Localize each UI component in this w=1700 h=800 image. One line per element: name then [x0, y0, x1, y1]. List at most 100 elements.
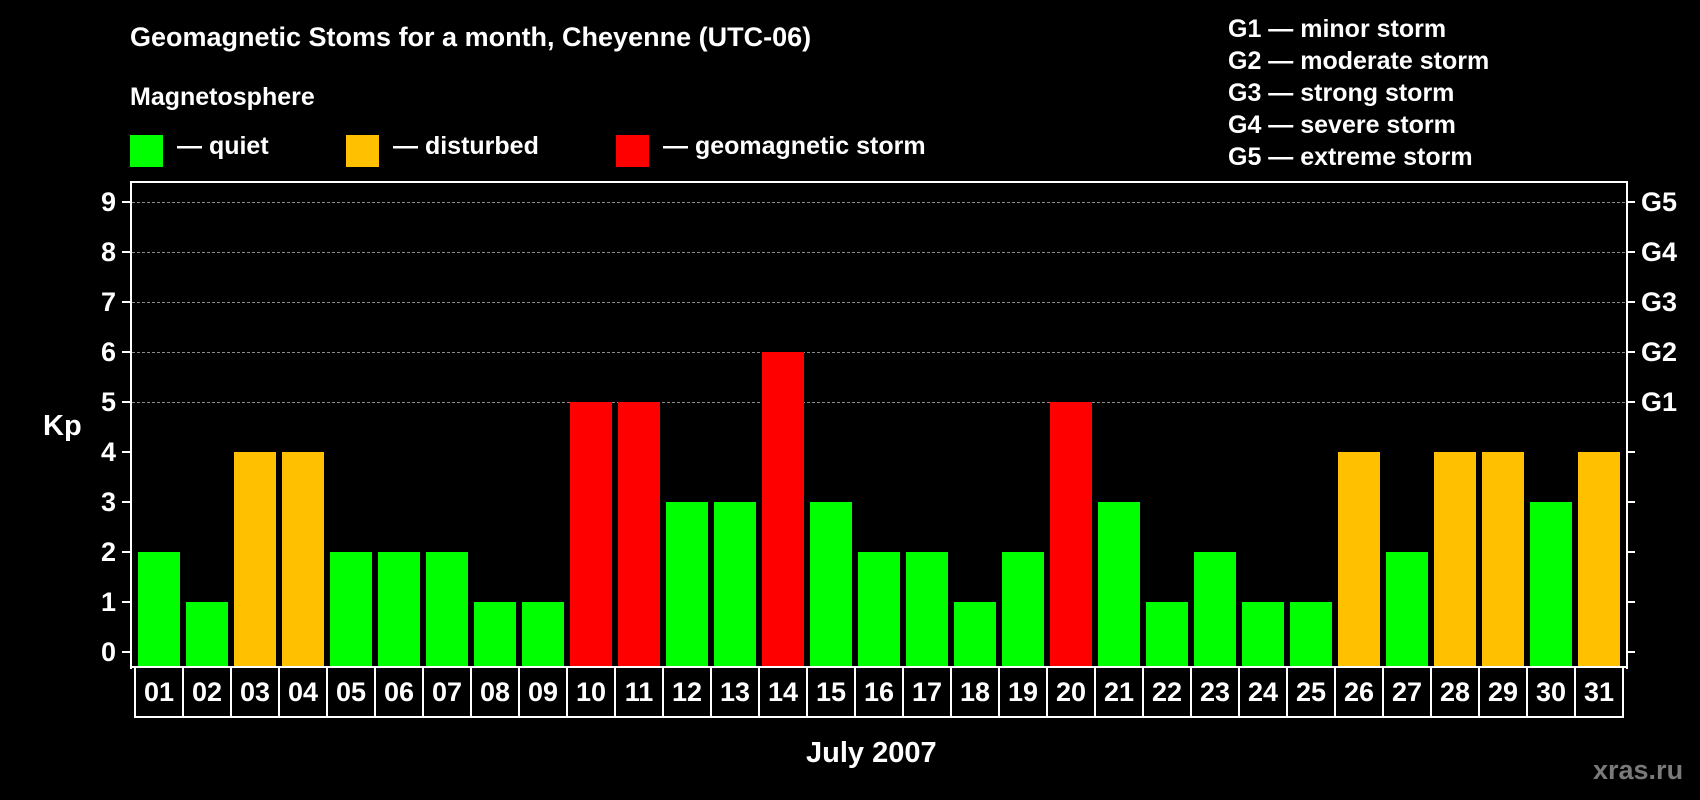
- bar-day-30: [1530, 502, 1572, 667]
- x-tick-label: 02: [184, 668, 232, 716]
- bar-day-03: [234, 452, 276, 667]
- right-tick: [1626, 601, 1635, 603]
- gridline-8: [132, 252, 1625, 253]
- right-tick: [1626, 501, 1635, 503]
- x-tick-label: 20: [1048, 668, 1096, 716]
- y-tick: [122, 201, 131, 203]
- y-tick: [122, 501, 131, 503]
- right-tick: [1626, 401, 1635, 403]
- bar-day-11: [618, 402, 660, 667]
- y-tick: [122, 401, 131, 403]
- bar-day-14: [762, 352, 804, 667]
- x-tick-label: 10: [568, 668, 616, 716]
- bar-day-07: [426, 552, 468, 667]
- bar-day-23: [1194, 552, 1236, 667]
- x-tick-label: 03: [232, 668, 280, 716]
- gridline-6: [132, 352, 1625, 353]
- bar-day-31: [1578, 452, 1620, 667]
- y-tick: [122, 351, 131, 353]
- x-tick-label: 11: [616, 668, 664, 716]
- x-tick-label: 14: [760, 668, 808, 716]
- bar-day-20: [1050, 402, 1092, 667]
- bar-day-06: [378, 552, 420, 667]
- right-tick: [1626, 651, 1635, 653]
- x-tick-label: 01: [136, 668, 184, 716]
- bar-day-21: [1098, 502, 1140, 667]
- storm-scale-g1: G1 — minor storm: [1228, 15, 1447, 43]
- bar-day-09: [522, 602, 564, 667]
- x-tick-label: 04: [280, 668, 328, 716]
- right-tick: [1626, 301, 1635, 303]
- x-tick-label: 31: [1583, 676, 1615, 707]
- legend-label-disturbed: — disturbed: [393, 132, 539, 160]
- x-tick-label: 22: [1144, 668, 1192, 716]
- bar-day-22: [1146, 602, 1188, 667]
- y-tick-label: 0: [100, 637, 116, 667]
- plot-area: [130, 181, 1628, 669]
- gridline-5: [132, 402, 1625, 403]
- bar-day-15: [810, 502, 852, 667]
- y-tick-label: 7: [100, 287, 116, 317]
- x-tick-label: 27: [1384, 668, 1432, 716]
- bar-day-27: [1386, 552, 1428, 667]
- y-tick: [122, 601, 131, 603]
- y-tick-label: 1: [100, 587, 116, 617]
- bar-day-26: [1338, 452, 1380, 667]
- y-tick: [122, 651, 131, 653]
- legend-label-storm: — geomagnetic storm: [663, 132, 926, 160]
- x-tick-label: 26: [1336, 668, 1384, 716]
- gridline-7: [132, 302, 1625, 303]
- x-tick-label: 25: [1288, 668, 1336, 716]
- x-tick-label: 09: [520, 668, 568, 716]
- right-tick: [1626, 201, 1635, 203]
- plot-bottom-border: [130, 666, 1627, 668]
- bar-day-08: [474, 602, 516, 667]
- bar-day-12: [666, 502, 708, 667]
- y-tick: [122, 301, 131, 303]
- bar-day-18: [954, 602, 996, 667]
- x-tick-label: 07: [424, 668, 472, 716]
- x-tick-label: 16: [856, 668, 904, 716]
- storm-level-label: G1: [1641, 387, 1678, 417]
- x-tick-label: 24: [1240, 668, 1288, 716]
- storm-level-label: G4: [1641, 237, 1678, 267]
- bar-day-24: [1242, 602, 1284, 667]
- x-tick-label: 30: [1528, 668, 1576, 716]
- legend-label-quiet: — quiet: [177, 132, 269, 160]
- storm-scale-legend: G1 — minor storm G2 — moderate storm G3 …: [1228, 13, 1489, 173]
- y-tick: [122, 251, 131, 253]
- bar-day-10: [570, 402, 612, 667]
- right-tick: [1626, 451, 1635, 453]
- storm-level-label: G3: [1641, 287, 1678, 317]
- storm-scale-g5: G5 — extreme storm: [1228, 143, 1473, 171]
- y-tick: [122, 551, 131, 553]
- bar-day-19: [1002, 552, 1044, 667]
- bar-day-13: [714, 502, 756, 667]
- x-tick-label: 05: [328, 668, 376, 716]
- x-tick-label: 23: [1192, 668, 1240, 716]
- y-tick-label: 2: [100, 537, 116, 567]
- y-tick-label: 5: [100, 387, 116, 417]
- chart-title: Geomagnetic Stoms for a month, Cheyenne …: [130, 22, 812, 52]
- legend-heading: Magnetosphere: [130, 83, 315, 111]
- bar-day-25: [1290, 602, 1332, 667]
- storm-level-label: G5: [1641, 187, 1678, 217]
- x-tick-label: 18: [952, 668, 1000, 716]
- x-tick-label: 17: [904, 668, 952, 716]
- bar-day-28: [1434, 452, 1476, 667]
- y-tick-label: 9: [100, 187, 116, 217]
- storm-scale-g4: G4 — severe storm: [1228, 111, 1456, 139]
- storm-level-label: G2: [1641, 337, 1678, 367]
- legend-swatch-disturbed: [346, 135, 379, 167]
- x-tick-label: 15: [808, 668, 856, 716]
- x-tick-label: 08: [472, 668, 520, 716]
- bar-day-16: [858, 552, 900, 667]
- gridline-9: [132, 202, 1625, 203]
- right-tick: [1626, 551, 1635, 553]
- bar-day-02: [186, 602, 228, 667]
- storm-scale-g2: G2 — moderate storm: [1228, 47, 1490, 75]
- bar-day-01: [138, 552, 180, 667]
- x-tick-label: 21: [1096, 668, 1144, 716]
- x-tick-label: 29: [1480, 668, 1528, 716]
- bar-day-04: [282, 452, 324, 667]
